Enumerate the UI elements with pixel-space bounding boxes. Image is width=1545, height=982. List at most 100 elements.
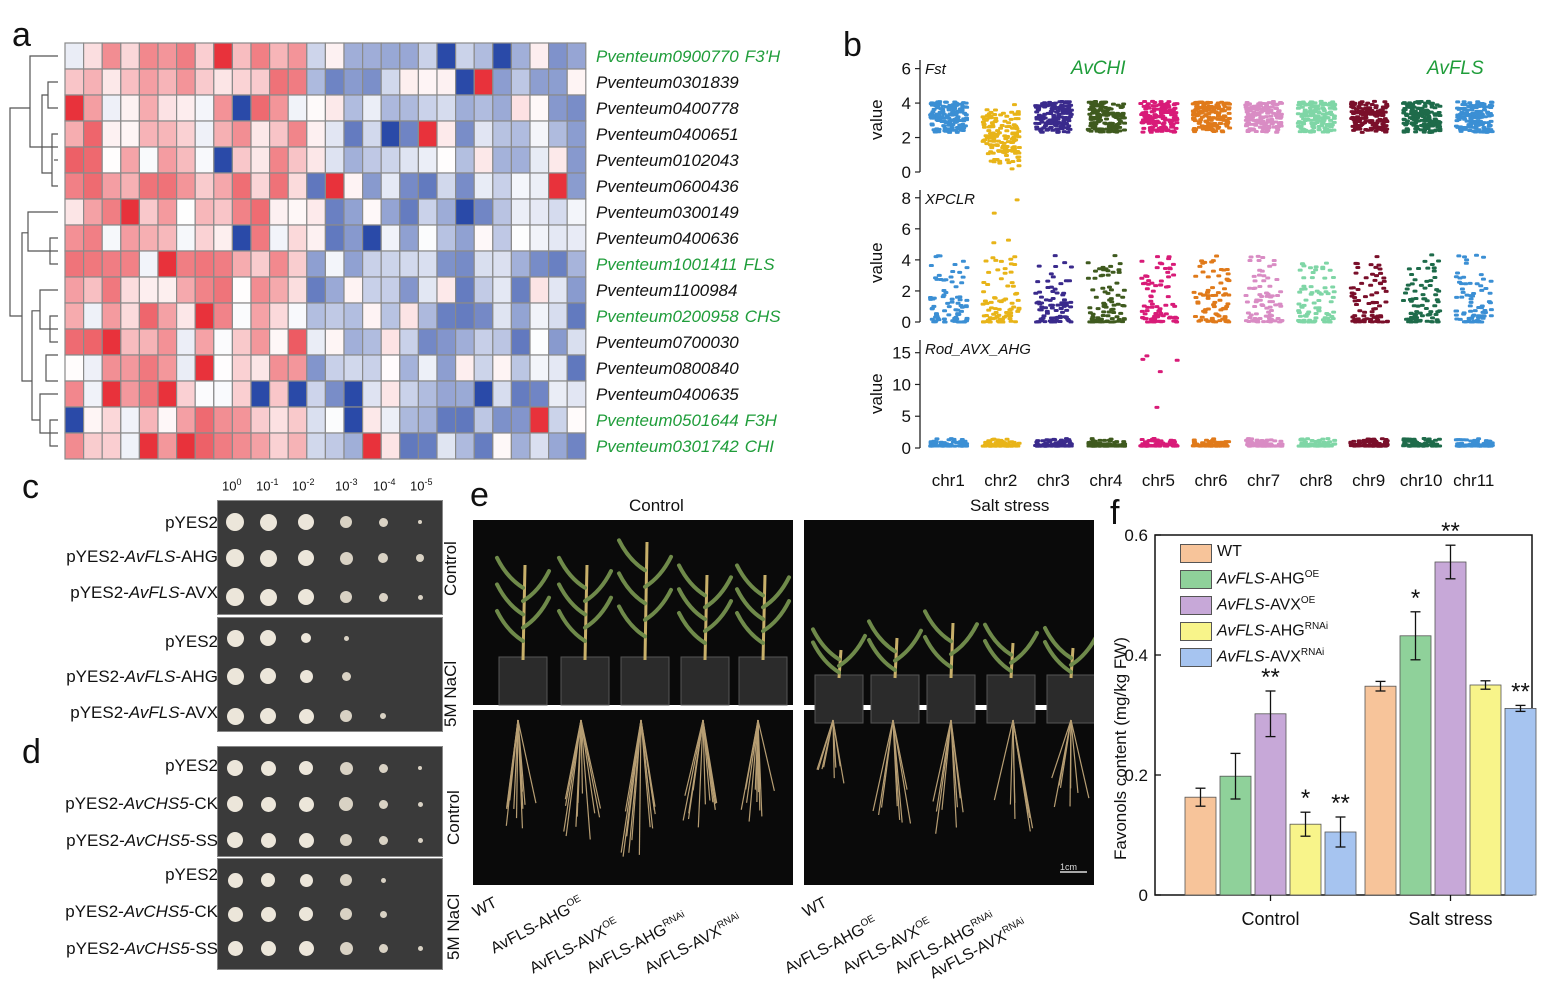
manhattan-point xyxy=(1153,284,1158,287)
manhattan-point xyxy=(1064,309,1069,312)
plant-leaf xyxy=(497,558,523,588)
heatmap-cell xyxy=(344,173,363,199)
legend-swatch xyxy=(1180,570,1212,589)
heatmap-cell xyxy=(158,121,177,147)
manhattan-point xyxy=(1261,274,1266,277)
manhattan-point xyxy=(1155,255,1160,258)
manhattan-point xyxy=(1278,440,1283,443)
heatmap-cell xyxy=(511,303,530,329)
heatmap-cell xyxy=(530,303,549,329)
manhattan-point xyxy=(1196,320,1201,323)
manhattan-point xyxy=(1066,119,1071,122)
manhattan-point xyxy=(991,152,996,155)
yeast-colony-spot xyxy=(380,713,386,719)
manhattan-point xyxy=(953,308,958,311)
manhattan-point xyxy=(989,146,994,149)
dendrogram-branch xyxy=(22,233,32,381)
heatmap-cell xyxy=(400,69,419,95)
manhattan-point xyxy=(1454,296,1459,299)
heatmap-cell xyxy=(158,329,177,355)
heatmap-cell xyxy=(474,225,493,251)
heatmap-cell xyxy=(102,147,121,173)
yeast-colony-spot xyxy=(418,838,423,843)
manhattan-point xyxy=(1384,103,1389,106)
manhattan-point xyxy=(957,295,962,298)
heatmap-cell xyxy=(177,277,196,303)
manhattan-point xyxy=(1016,159,1021,162)
plant-leaf xyxy=(559,584,585,614)
heatmap-cell xyxy=(139,355,158,381)
heatmap-cell xyxy=(195,147,214,173)
manhattan-point xyxy=(1150,100,1155,103)
heatmap-cell xyxy=(474,381,493,407)
manhattan-point xyxy=(1216,274,1221,277)
manhattan-point xyxy=(1305,437,1310,440)
manhattan-point xyxy=(1257,259,1262,262)
manhattan-point xyxy=(1469,106,1474,109)
heatmap-cell xyxy=(474,277,493,303)
manhattan-point xyxy=(1264,444,1269,447)
heatmap-cell xyxy=(567,407,586,433)
manhattan-point xyxy=(1104,306,1109,309)
heatmap-cell xyxy=(195,173,214,199)
manhattan-point xyxy=(1364,276,1369,279)
manhattan-point xyxy=(1468,294,1473,297)
heatmap-cell xyxy=(288,251,307,277)
dendrogram-branch xyxy=(32,311,40,420)
manhattan-point xyxy=(1301,117,1306,120)
manhattan-point xyxy=(1265,439,1270,442)
heatmap-dendrogram xyxy=(10,56,58,446)
heatmap-cell xyxy=(437,277,456,303)
heatmap-cell xyxy=(530,329,549,355)
manhattan-point xyxy=(1148,300,1153,303)
heatmap-cell xyxy=(567,147,586,173)
manhattan-point xyxy=(1489,101,1494,104)
manhattan-point xyxy=(1005,135,1010,138)
heatmap-cell xyxy=(158,433,177,459)
manhattan-point xyxy=(1317,111,1322,114)
heatmap-cell xyxy=(121,95,140,121)
manhattan-point xyxy=(1410,117,1415,120)
manhattan-point xyxy=(993,117,998,120)
manhattan-point xyxy=(1432,106,1437,109)
manhattan-point xyxy=(1223,292,1228,295)
heatmap-cell xyxy=(493,355,512,381)
manhattan-point xyxy=(1213,312,1218,315)
plant-pot xyxy=(739,657,787,705)
manhattan-point xyxy=(1057,106,1062,109)
heatmap-cell xyxy=(474,407,493,433)
gene-label: Pventeum0301839 xyxy=(596,74,739,91)
heatmap-cell xyxy=(381,225,400,251)
manhattan-point xyxy=(1043,445,1048,448)
manhattan-point xyxy=(1299,115,1304,118)
heatmap-cell xyxy=(400,199,419,225)
chromosome-label: chr3 xyxy=(1037,471,1070,490)
plant-leaf xyxy=(705,577,731,607)
heatmap-cell xyxy=(530,199,549,225)
manhattan-point xyxy=(1144,275,1149,278)
manhattan-point xyxy=(937,274,942,277)
plant-leaf xyxy=(497,584,523,614)
gene-tag: F3'H xyxy=(745,47,780,66)
heatmap-cell xyxy=(232,251,251,277)
heatmap-cell xyxy=(102,433,121,459)
manhattan-point xyxy=(1481,105,1486,108)
manhattan-point xyxy=(1317,128,1322,131)
dendrogram-branch xyxy=(28,212,58,251)
manhattan-point xyxy=(1053,119,1058,122)
manhattan-point xyxy=(1094,296,1099,299)
heatmap-cell xyxy=(139,329,158,355)
manhattan-point xyxy=(1461,313,1466,316)
manhattan-point xyxy=(1206,297,1211,300)
manhattan-point xyxy=(1205,101,1210,104)
yeast-colony-spot xyxy=(227,630,244,647)
manhattan-point xyxy=(1113,445,1118,448)
manhattan-point xyxy=(1476,316,1481,319)
manhattan-point xyxy=(1196,444,1201,447)
heatmap-cell xyxy=(511,407,530,433)
manhattan-point xyxy=(1431,123,1436,126)
manhattan-point xyxy=(1370,314,1375,317)
manhattan-point xyxy=(1314,115,1319,118)
manhattan-point xyxy=(1247,316,1252,319)
